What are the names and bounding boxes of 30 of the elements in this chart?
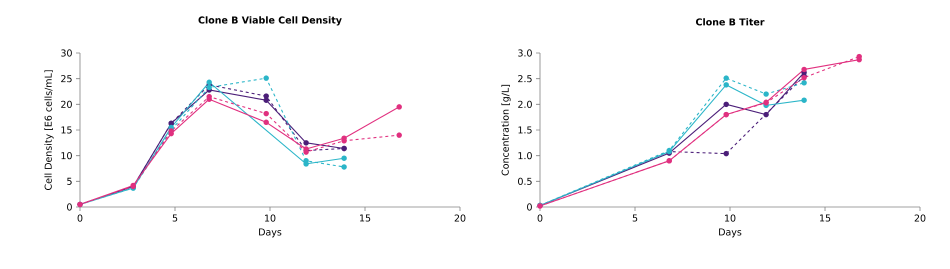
- y-tick-label: 0: [527, 203, 532, 211]
- y-tick-label: 5: [67, 178, 72, 185]
- y-tick-label: 20: [61, 100, 72, 108]
- y-tick-label: 2.0: [518, 100, 532, 108]
- y-tick-label: 30: [61, 49, 72, 57]
- y-tick-label: 15: [61, 126, 72, 134]
- x-tick-label: 15: [360, 214, 370, 222]
- x-tick-label: 5: [632, 214, 638, 222]
- x-tick-label: 0: [538, 214, 542, 222]
- y-axis-title: Concentration [g/L]: [501, 84, 511, 176]
- x-tick-label: 15: [820, 214, 830, 222]
- y-tick-label: 25: [61, 75, 72, 82]
- y-tick-label: 3.0: [518, 49, 532, 57]
- y-axis-title: Cell Density [E6 cells/mL]: [44, 70, 54, 190]
- y-tick-label: 1.0: [518, 152, 532, 160]
- x-axis-title: Days: [259, 228, 282, 238]
- y-tick-label: 2.5: [518, 75, 532, 82]
- x-tick-label: 20: [914, 214, 926, 222]
- chart-title: Clone B Viable Cell Density: [198, 16, 342, 26]
- y-tick-label: 0: [67, 203, 72, 211]
- chart-title: Clone B Titer: [696, 18, 764, 26]
- x-tick-label: 20: [454, 214, 466, 222]
- x-tick-label: 10: [265, 214, 276, 222]
- x-tick-label: 0: [78, 214, 82, 222]
- x-axis-title: Days: [719, 228, 742, 238]
- x-tick-label: 10: [725, 214, 736, 222]
- x-tick-label: 5: [172, 214, 178, 222]
- y-tick-label: 1.5: [518, 126, 532, 134]
- y-tick-label: 10: [61, 152, 72, 160]
- y-tick-label: 0.5: [518, 178, 532, 185]
